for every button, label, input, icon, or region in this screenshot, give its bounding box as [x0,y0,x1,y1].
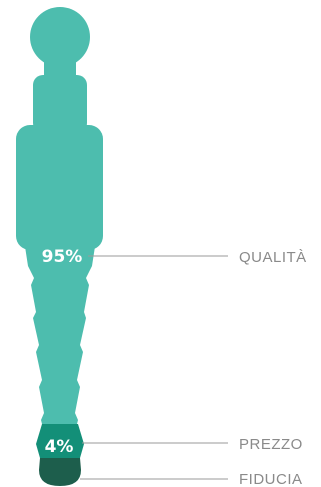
figure-torso [16,125,103,250]
value-label-prezzo: 4% [45,437,74,457]
category-label-qualita: QUALITÀ [239,249,307,266]
figure-body [16,7,103,424]
figure-lower-body [24,240,96,424]
value-label-qualita: 95% [42,247,83,267]
segment-fiducia [39,458,81,486]
segment-prezzo [36,424,84,458]
figure-upper-body [33,75,87,133]
figure-head [30,7,90,67]
category-label-fiducia: FIDUCIA [239,471,303,487]
category-label-prezzo: PREZZO [239,436,303,453]
